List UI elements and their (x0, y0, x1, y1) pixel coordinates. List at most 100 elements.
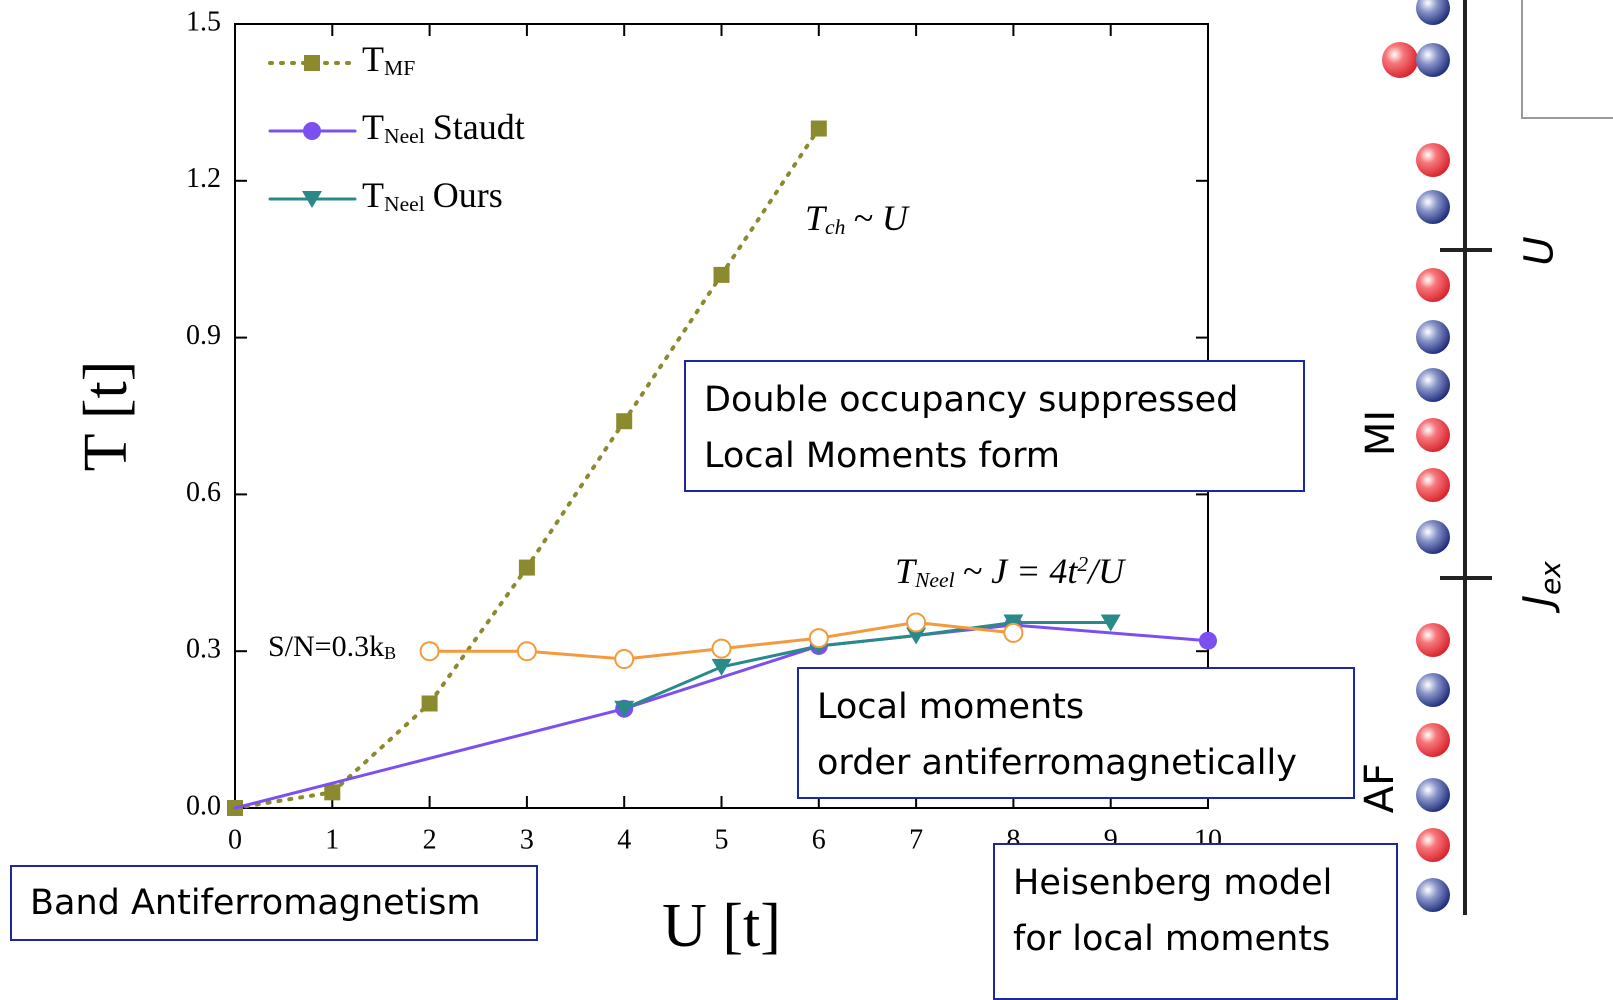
annotation: Tch ~ U (805, 198, 910, 238)
marker-open-circle (906, 612, 927, 633)
series-label-part: S/N=0.3k (268, 630, 384, 663)
legend-label-part: T (362, 39, 384, 79)
spin-down (1416, 520, 1450, 554)
legend-label-part: T (362, 107, 384, 147)
legend-marker (304, 55, 320, 71)
marker-open-circle (1003, 622, 1024, 643)
spin-down (1416, 778, 1450, 812)
jex-label: Jex (1515, 561, 1567, 607)
marker-triangle (711, 658, 732, 676)
annotation-part: ch (825, 215, 845, 239)
annotation-part: ~ U (853, 198, 909, 238)
spin-down (1416, 320, 1450, 354)
x-tick-label: 3 (520, 824, 534, 855)
note-line: Local Moments form (704, 436, 1060, 476)
chain-diagram (1382, 0, 1613, 915)
marker-square (713, 266, 730, 283)
legend-label: TMF (362, 39, 415, 79)
note-box: Band Antiferromagnetism (10, 865, 538, 941)
annotation-part: T (805, 198, 828, 238)
x-tick-label: 5 (715, 824, 729, 855)
note-box: Local moments order antiferromagnetically (797, 667, 1355, 799)
jex-main: J (1514, 595, 1561, 607)
legend-label-part: Staudt (433, 107, 525, 147)
annotation-part: 2 (1077, 552, 1088, 576)
note-line: for local moments (1013, 919, 1331, 959)
x-tick-label: 6 (812, 824, 826, 855)
y-tick-label: 1.5 (186, 6, 221, 37)
note-line: Band Antiferromagnetism (30, 883, 481, 923)
spin-up (1416, 143, 1450, 177)
note-line: Heisenberg model (1013, 863, 1333, 903)
spin-up (1416, 268, 1450, 302)
spin-up (1382, 42, 1418, 78)
marker-open-circle (614, 649, 635, 670)
legend-label: TNeel Staudt (362, 107, 525, 147)
y-tick-label: 0.6 (186, 477, 221, 508)
x-tick-label: 0 (228, 824, 242, 855)
legend-label-part: Neel (384, 124, 425, 148)
note-line: Double occupancy suppressed (704, 380, 1239, 420)
spin-down (1416, 878, 1450, 912)
marker-open-circle (808, 628, 829, 649)
note-line: Local moments (817, 687, 1085, 727)
af-label: AF (1357, 762, 1404, 814)
note-line: order antiferromagnetically (817, 743, 1297, 783)
spin-down (1416, 43, 1450, 77)
marker-open-circle (419, 641, 440, 662)
x-axis-label: U [t] (662, 892, 781, 960)
y-tick-label: 0.0 (186, 790, 221, 821)
x-tick-label: 2 (423, 824, 437, 855)
marker-square (421, 695, 438, 712)
marker-open-circle (516, 641, 537, 662)
spin-up (1416, 828, 1450, 862)
marker-triangle (1100, 614, 1121, 632)
y-tick-label: 0.9 (186, 320, 221, 351)
marker-square (616, 413, 633, 430)
annotation-part: Neel (914, 568, 955, 592)
mi-label: MI (1358, 409, 1405, 457)
series-label: S/N=0.3kB (268, 630, 396, 663)
x-tick-label: 7 (909, 824, 923, 855)
partial-box (1521, 0, 1613, 119)
x-tick-label: 4 (617, 824, 631, 855)
x-tick-label: 1 (325, 824, 339, 855)
note-box: Double occupancy suppressed Local Moments… (684, 360, 1305, 492)
legend-marker (303, 122, 321, 140)
annotation-part: T (895, 551, 918, 591)
spin-up (1416, 468, 1450, 502)
legend-label-part: Ours (433, 175, 503, 215)
marker-square (518, 559, 535, 576)
spin-down (1416, 673, 1450, 707)
annotation-part: /U (1086, 551, 1126, 591)
y-axis-label: T [t] (72, 361, 140, 472)
legend-label-part: Neel (384, 192, 425, 216)
marker-square (324, 784, 341, 801)
legend-label-part: MF (384, 56, 415, 80)
marker-triangle (614, 700, 635, 718)
note-box: Heisenberg model for local moments (993, 843, 1398, 1000)
spin-up (1416, 623, 1450, 657)
jex-sub: ex (1533, 561, 1567, 595)
spin-down (1416, 368, 1450, 402)
legend-marker (302, 191, 322, 208)
legend-label-part: T (362, 175, 384, 215)
u-label: U (1516, 236, 1563, 266)
y-tick-label: 1.2 (186, 163, 221, 194)
legend-label: TNeel Ours (362, 175, 503, 215)
series-line (622, 620, 1113, 711)
annotation-part: ~ J = 4t (963, 551, 1079, 591)
series-label-part: B (384, 643, 396, 663)
spin-up (1416, 418, 1450, 452)
marker-triangle (906, 627, 927, 645)
spin-down (1416, 0, 1450, 25)
annotation: TNeel ~ J = 4t2/U (895, 551, 1126, 591)
plot: 0 1 2 3 4 5 6 7 8 9 100.00.30.60.91.21.5U [t]T [t]… (72, 6, 1222, 960)
marker-open-circle (711, 638, 732, 659)
spin-up (1416, 723, 1450, 757)
marker-circle (1199, 631, 1217, 650)
spin-down (1416, 190, 1450, 224)
y-tick-label: 0.3 (186, 634, 221, 665)
